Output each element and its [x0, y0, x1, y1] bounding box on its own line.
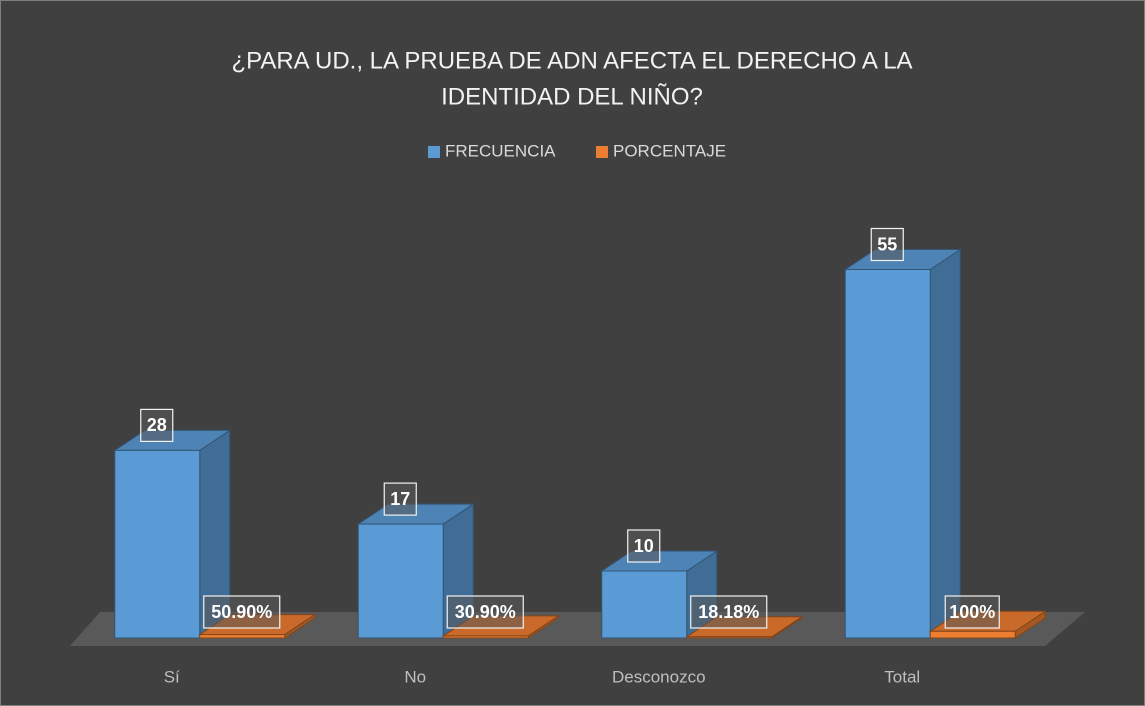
data-label: 18.18% — [698, 602, 759, 622]
data-label: 50.90% — [211, 602, 272, 622]
data-label: 55 — [877, 234, 897, 254]
data-label: 10 — [634, 536, 654, 556]
legend-label: FRECUENCIA — [445, 141, 556, 160]
x-tick-label: Desconozco — [612, 667, 706, 686]
bar — [357, 523, 444, 639]
chart-title: ¿PARA UD., LA PRUEBA DE ADN AFECTA EL DE… — [231, 47, 912, 74]
data-label-box — [690, 595, 768, 629]
data-label-box — [870, 227, 904, 262]
legend-label: PORCENTAJE — [613, 141, 726, 160]
x-tick-label: Total — [884, 667, 920, 686]
bar — [199, 634, 286, 639]
legend-swatch — [596, 146, 608, 158]
bar — [929, 630, 1016, 639]
data-label-box — [140, 408, 174, 442]
bar — [442, 635, 529, 639]
data-label: 17 — [390, 489, 410, 509]
floor — [70, 612, 1085, 646]
data-label-box — [446, 595, 524, 629]
data-label: 28 — [147, 415, 167, 435]
data-label-box — [944, 595, 1000, 629]
data-label-box — [627, 529, 661, 563]
bar — [844, 269, 931, 639]
x-tick-label: Sí — [164, 667, 180, 686]
data-label-box — [383, 482, 417, 516]
data-label: 100% — [949, 602, 995, 622]
bar — [601, 570, 688, 639]
bar — [686, 636, 773, 639]
x-tick-label: No — [404, 667, 426, 686]
bar — [114, 449, 201, 639]
data-label: 30.90% — [455, 602, 516, 622]
legend-swatch — [428, 146, 440, 158]
chart-title: IDENTIDAD DEL NIÑO? — [441, 83, 703, 110]
bar-side — [929, 248, 961, 639]
data-label-box — [203, 595, 281, 629]
